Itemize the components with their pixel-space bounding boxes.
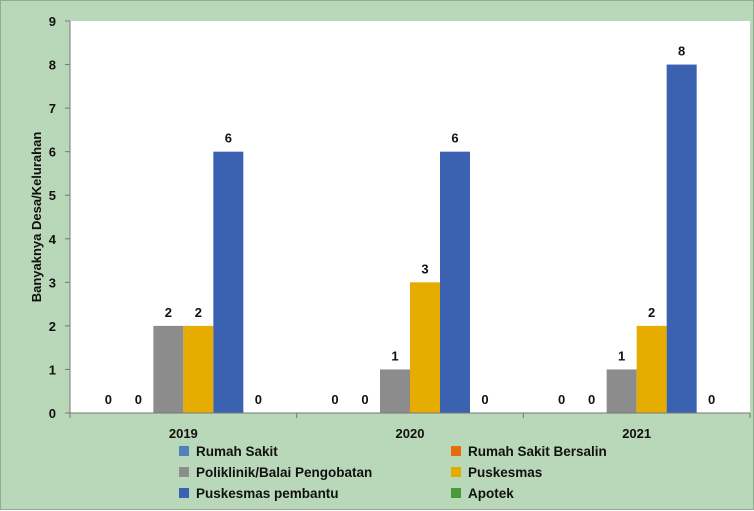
y-tick-label: 1 (49, 362, 56, 377)
bar (153, 325, 184, 413)
data-label: 2 (165, 305, 172, 320)
y-tick-label: 3 (49, 275, 56, 290)
data-label: 1 (618, 348, 625, 363)
y-tick-label: 7 (49, 101, 56, 116)
legend-item-rumah-sakit-bersalin: Rumah Sakit Bersalin (451, 442, 649, 460)
bar (636, 325, 667, 413)
data-label: 1 (391, 348, 398, 363)
data-label: 0 (588, 392, 595, 407)
bar (183, 325, 214, 413)
data-label: 2 (195, 305, 202, 320)
legend-item-puskesmas: Puskesmas (451, 463, 649, 481)
y-ticks-group: 0 1 2 3 4 5 6 7 8 9 (49, 14, 70, 421)
y-axis-label: Banyaknya Desa/Kelurahan (29, 132, 44, 303)
legend-swatch (179, 467, 189, 477)
data-label: 6 (225, 131, 232, 146)
y-tick-label: 4 (49, 232, 57, 247)
legend-swatch (451, 467, 461, 477)
data-label: 0 (105, 392, 112, 407)
legend-swatch (451, 488, 461, 498)
data-label: 0 (481, 392, 488, 407)
bar (606, 369, 637, 413)
bar (440, 151, 470, 413)
legend-item-rumah-sakit: Rumah Sakit (179, 442, 451, 460)
data-label: 0 (255, 392, 262, 407)
legend-label: Rumah Sakit (196, 443, 278, 459)
bar (213, 151, 244, 413)
data-label: 0 (135, 392, 142, 407)
x-tick-label: 2021 (622, 426, 651, 441)
bar (666, 64, 697, 414)
legend-label: Rumah Sakit Bersalin (468, 443, 607, 459)
legend-label: Puskesmas (468, 464, 543, 480)
bar (410, 282, 440, 413)
legend-item-poliklinik: Poliklinik/Balai Pengobatan (179, 463, 451, 481)
legend: Rumah Sakit Rumah Sakit Bersalin Polikli… (179, 442, 649, 502)
y-tick-label: 2 (49, 319, 56, 334)
legend-item-apotek: Apotek (451, 484, 649, 502)
legend-label: Poliklinik/Balai Pengobatan (196, 464, 373, 480)
y-tick-label: 8 (49, 58, 56, 73)
y-tick-label: 9 (49, 14, 56, 29)
data-label: 0 (361, 392, 368, 407)
data-labels-group: 0 0 2 2 6 0 0 0 1 3 6 0 0 0 1 2 8 0 (105, 44, 716, 407)
data-label: 0 (558, 392, 565, 407)
x-tick-label: 2019 (169, 426, 198, 441)
data-label: 2 (648, 305, 655, 320)
data-label: 0 (331, 392, 338, 407)
legend-label: Apotek (468, 485, 514, 501)
x-tick-label: 2020 (396, 426, 425, 441)
legend-label: Puskesmas pembantu (196, 485, 339, 501)
legend-swatch (451, 446, 461, 456)
y-tick-label: 6 (49, 145, 56, 160)
bar (380, 369, 410, 413)
data-label: 6 (451, 131, 458, 146)
legend-swatch (179, 446, 189, 456)
data-label: 0 (708, 392, 715, 407)
x-ticks-group: 2019 2020 2021 (69, 413, 751, 441)
y-tick-label: 5 (49, 188, 56, 203)
bars-group (153, 64, 697, 414)
legend-item-puskesmas-pembantu: Puskesmas pembantu (179, 484, 451, 502)
data-label: 8 (678, 44, 685, 59)
data-label: 3 (421, 261, 428, 276)
legend-swatch (179, 488, 189, 498)
y-tick-label: 0 (49, 406, 56, 421)
